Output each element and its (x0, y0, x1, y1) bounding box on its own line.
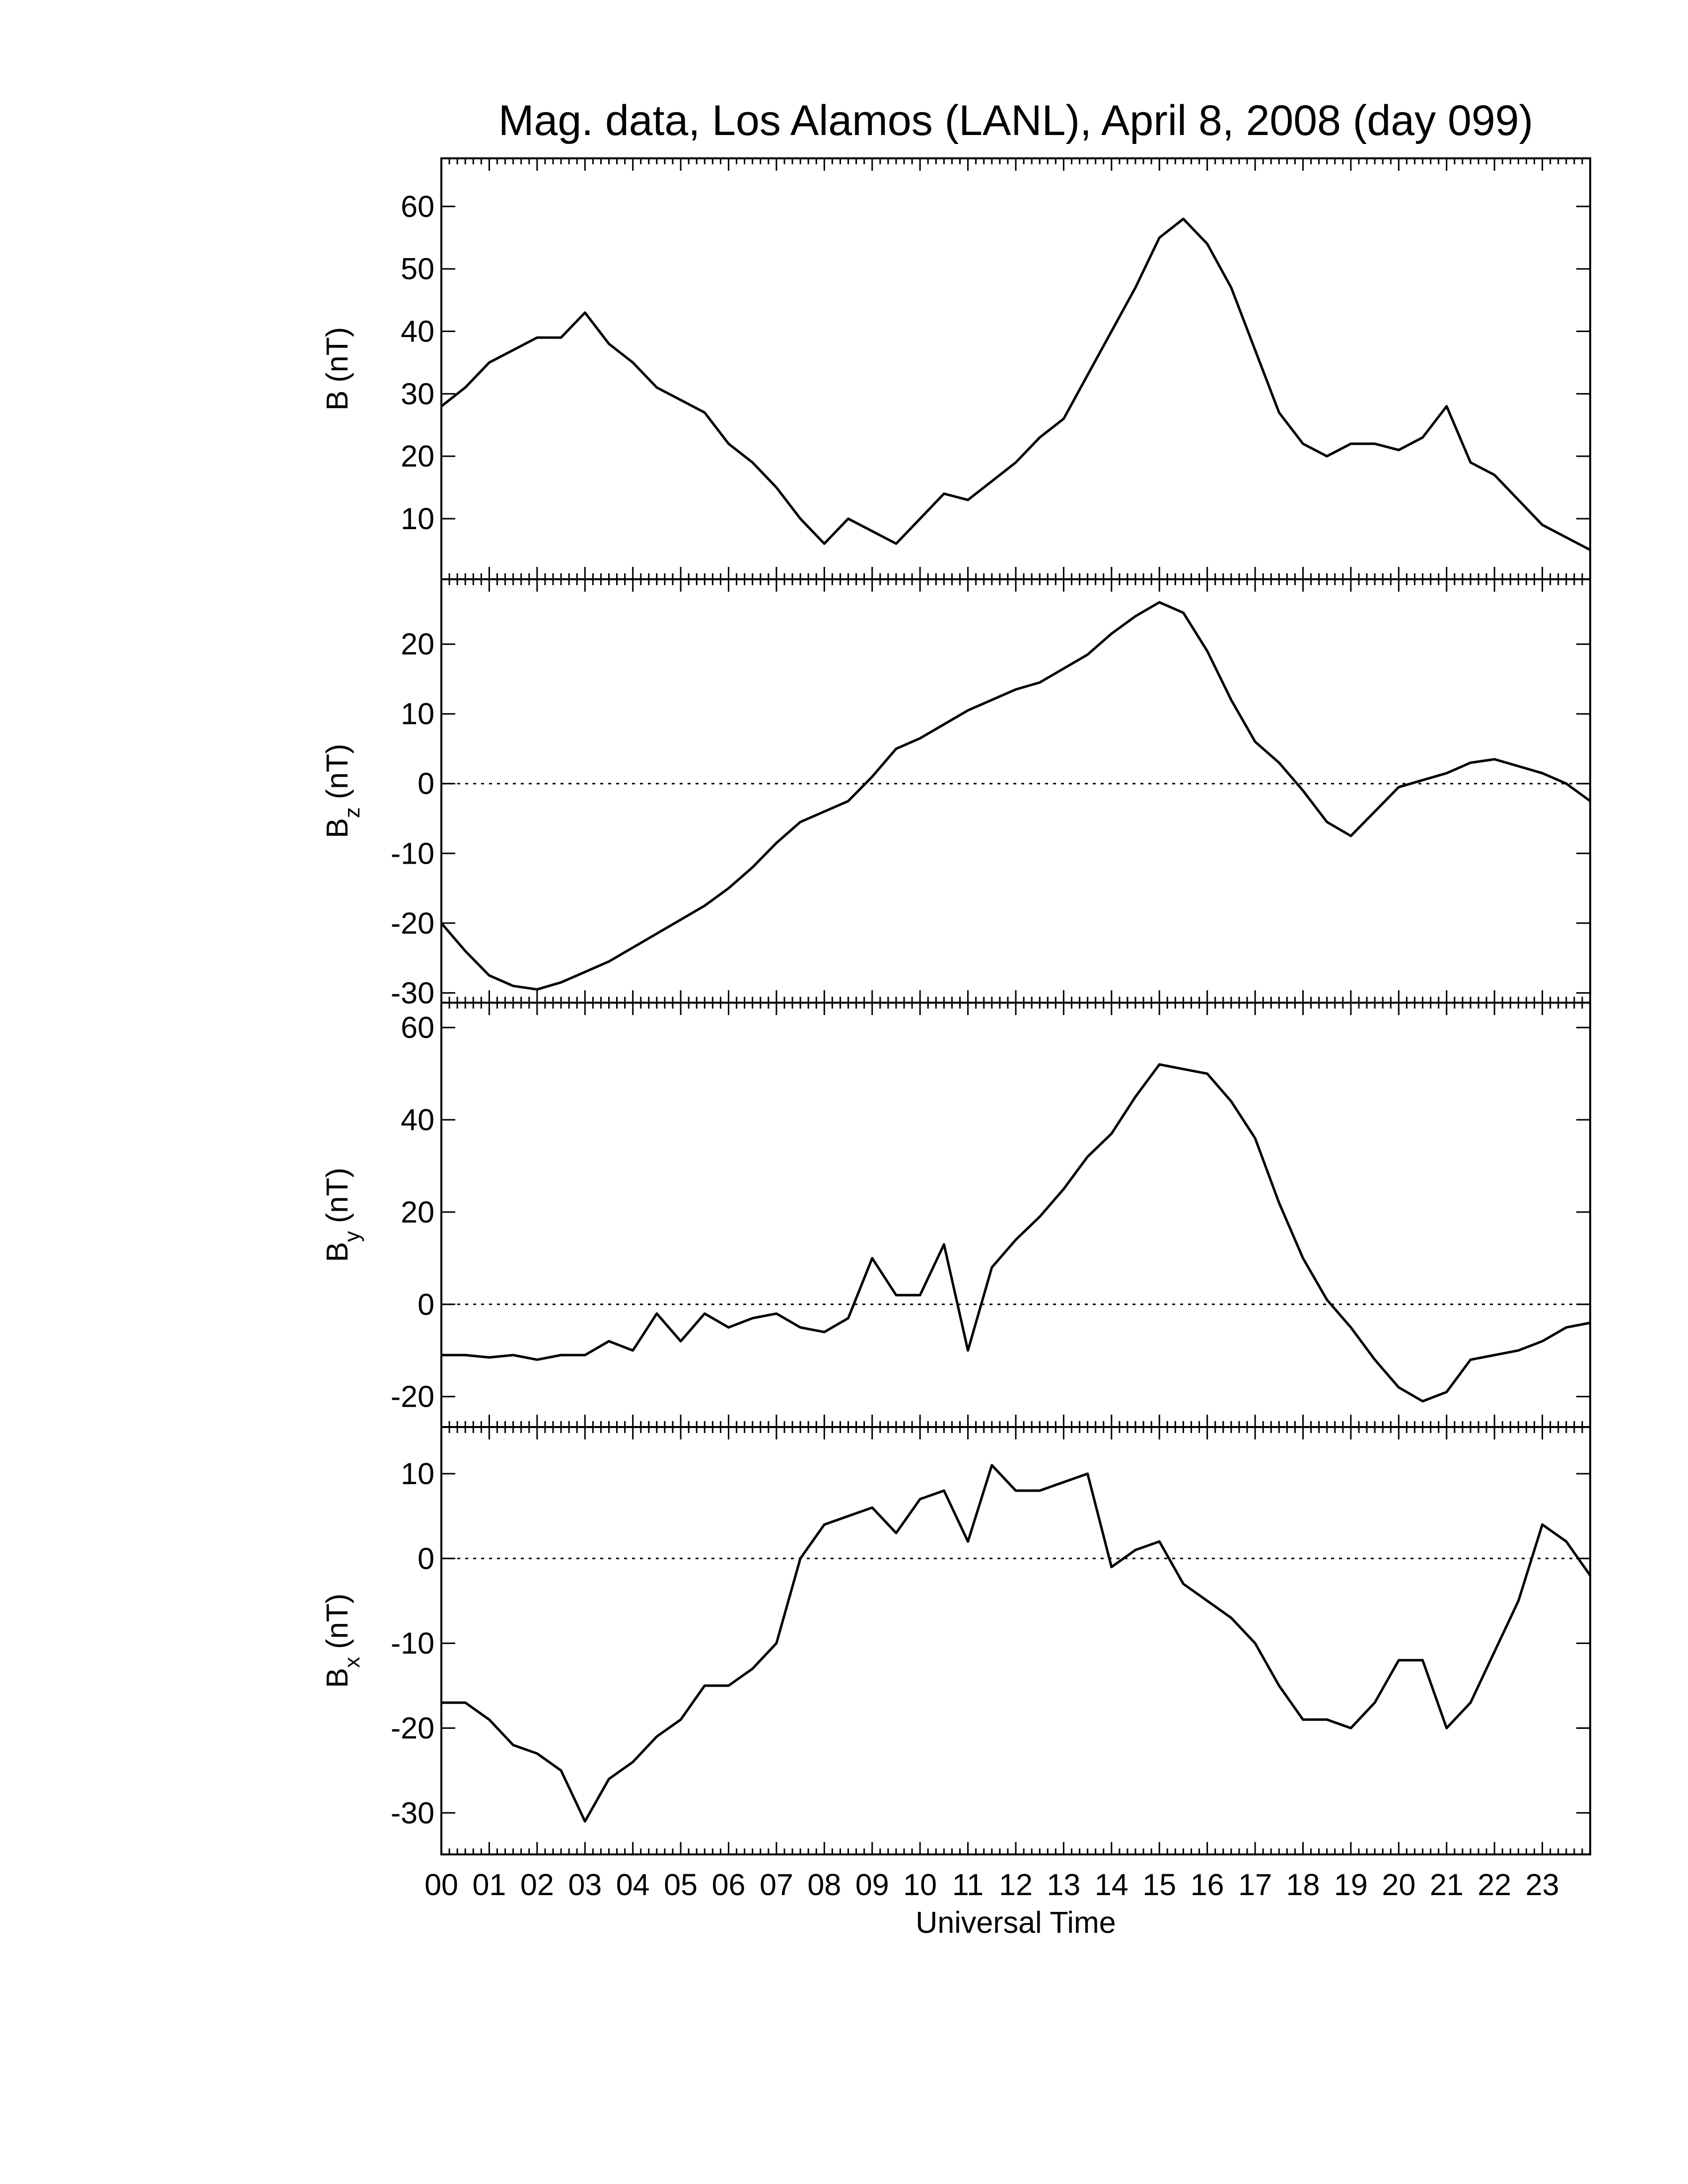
y-tick-label: 20 (401, 439, 434, 473)
y-label-base: B (320, 391, 354, 411)
x-tick-label: 09 (855, 1868, 889, 1902)
y-label-unit: (nT) (320, 744, 354, 799)
y-label-sub: y (340, 1231, 364, 1242)
y-tick-label: 60 (401, 190, 434, 223)
y-tick-label: -20 (391, 1380, 434, 1414)
y-label-unit: (nT) (320, 1167, 354, 1223)
y-tick-label: 10 (401, 697, 434, 731)
y-tick-label: -10 (391, 836, 434, 870)
x-tick-label: 07 (760, 1868, 793, 1902)
x-tick-label: 05 (664, 1868, 698, 1902)
y-axis-label: B (nT) (320, 327, 354, 411)
x-tick-label: 23 (1526, 1868, 1559, 1902)
x-tick-label: 16 (1191, 1868, 1224, 1902)
chart-title: Mag. data, Los Alamos (LANL), April 8, 2… (498, 97, 1533, 144)
plot-frame (440, 157, 1591, 580)
x-tick-label: 18 (1286, 1868, 1320, 1902)
y-tick-label: -30 (391, 976, 434, 1010)
y-label-base: B (320, 1242, 354, 1262)
plot-frame (440, 578, 1591, 1004)
x-tick-label: 17 (1238, 1868, 1272, 1902)
plot-frame (440, 1002, 1591, 1428)
y-tick-label: -30 (391, 1796, 434, 1830)
x-tick-label: 02 (520, 1868, 554, 1902)
y-axis-label: By (nT) (320, 1167, 364, 1262)
x-tick-label: 01 (472, 1868, 506, 1902)
y-tick-label: 0 (418, 1288, 434, 1321)
x-tick-label: 22 (1477, 1868, 1511, 1902)
x-tick-label: 15 (1142, 1868, 1176, 1902)
y-tick-label: -20 (391, 1711, 434, 1745)
y-tick-label: 50 (401, 252, 434, 286)
data-line (441, 1464, 1592, 1823)
x-tick-label: 13 (1047, 1868, 1080, 1902)
x-tick-label: 00 (424, 1868, 458, 1902)
y-tick-label: 40 (401, 1103, 434, 1137)
y-label-base: B (320, 818, 354, 838)
y-tick-label: 0 (418, 767, 434, 801)
x-tick-label: 19 (1334, 1868, 1368, 1902)
y-tick-label: -20 (391, 906, 434, 940)
y-axis-label: Bz (nT) (320, 744, 364, 838)
x-tick-label: 10 (903, 1868, 937, 1902)
x-tick-label: 14 (1095, 1868, 1128, 1902)
x-axis-label: Universal Time (915, 1906, 1116, 1939)
y-tick-label: 10 (401, 1457, 434, 1491)
y-tick-label: 40 (401, 315, 434, 348)
x-tick-label: 04 (616, 1868, 650, 1902)
x-tick-label: 21 (1430, 1868, 1464, 1902)
y-label-base: B (320, 1668, 354, 1688)
y-label-sub: x (340, 1657, 364, 1668)
y-tick-label: -10 (391, 1627, 434, 1660)
data-line (440, 601, 1591, 991)
y-tick-label: 30 (401, 377, 434, 410)
y-tick-label: 10 (401, 502, 434, 536)
x-tick-label: 20 (1382, 1868, 1415, 1902)
x-tick-label: 03 (568, 1868, 602, 1902)
y-axis-label: Bx (nT) (320, 1593, 364, 1688)
x-tick-label: 08 (807, 1868, 841, 1902)
y-tick-label: 0 (418, 1542, 434, 1575)
x-tick-label: 11 (952, 1868, 984, 1902)
x-tick-label: 06 (712, 1868, 746, 1902)
y-label-sub: z (340, 807, 364, 818)
x-tick-label: 12 (999, 1868, 1033, 1902)
y-tick-label: 60 (401, 1011, 434, 1044)
y-tick-label: 20 (401, 1195, 434, 1229)
data-line (441, 1063, 1591, 1403)
y-label-unit: (nT) (320, 1593, 354, 1649)
y-label-unit: (nT) (320, 327, 354, 383)
y-tick-label: 20 (401, 627, 434, 661)
data-line (440, 217, 1591, 551)
